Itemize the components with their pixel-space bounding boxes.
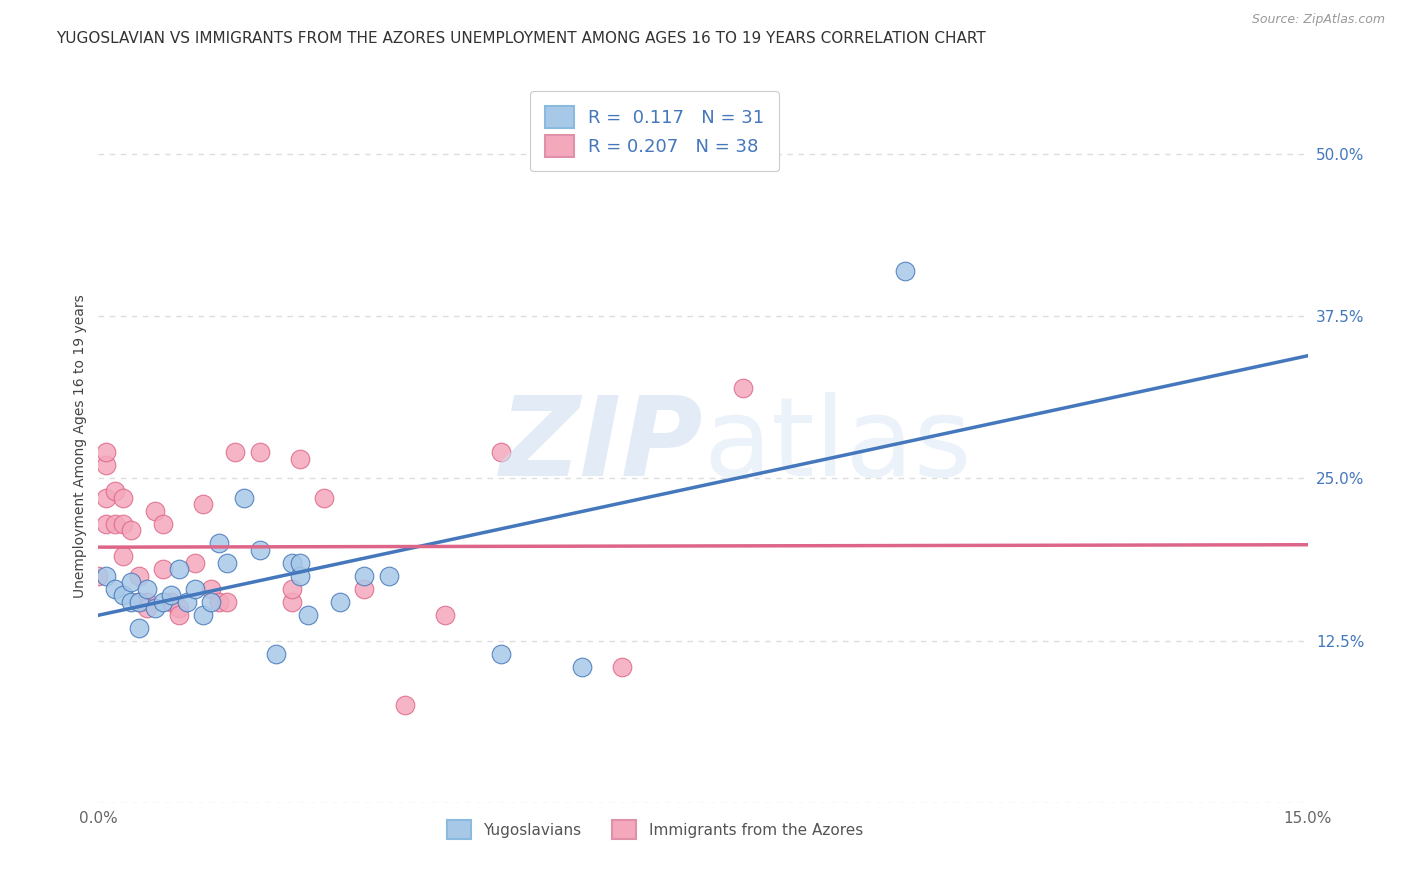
Text: atlas: atlas xyxy=(703,392,972,500)
Point xyxy=(612,659,634,673)
Point xyxy=(103,582,125,596)
Point xyxy=(135,595,157,609)
Point xyxy=(394,698,416,713)
Point xyxy=(377,568,399,582)
Point xyxy=(128,595,150,609)
Point xyxy=(111,549,134,564)
Point xyxy=(120,524,142,538)
Point xyxy=(314,491,336,505)
Point xyxy=(111,588,134,602)
Point xyxy=(249,445,271,459)
Point xyxy=(128,568,150,582)
Point xyxy=(353,568,375,582)
Point xyxy=(152,595,174,609)
Text: ZIP: ZIP xyxy=(499,392,703,500)
Point xyxy=(160,595,183,609)
Point xyxy=(96,445,118,459)
Y-axis label: Unemployment Among Ages 16 to 19 years: Unemployment Among Ages 16 to 19 years xyxy=(73,294,87,598)
Point xyxy=(288,556,311,570)
Point xyxy=(200,582,222,596)
Point xyxy=(103,484,125,499)
Point xyxy=(288,452,311,467)
Point xyxy=(281,556,304,570)
Point xyxy=(120,595,142,609)
Point xyxy=(193,607,215,622)
Point xyxy=(96,458,118,473)
Point xyxy=(87,568,110,582)
Point xyxy=(135,601,157,615)
Point xyxy=(491,647,513,661)
Point xyxy=(893,264,915,278)
Point xyxy=(281,582,304,596)
Point xyxy=(184,582,207,596)
Point xyxy=(152,562,174,576)
Point xyxy=(160,588,183,602)
Point xyxy=(434,607,457,622)
Point xyxy=(193,497,215,511)
Point xyxy=(491,445,513,459)
Point xyxy=(224,445,246,459)
Point xyxy=(217,595,239,609)
Point xyxy=(733,381,755,395)
Text: Source: ZipAtlas.com: Source: ZipAtlas.com xyxy=(1251,13,1385,27)
Point xyxy=(232,491,254,505)
Point xyxy=(152,516,174,531)
Point xyxy=(208,595,231,609)
Point xyxy=(288,568,311,582)
Point xyxy=(111,516,134,531)
Point xyxy=(571,659,593,673)
Point xyxy=(208,536,231,550)
Point xyxy=(249,542,271,557)
Point xyxy=(217,556,239,570)
Point xyxy=(143,504,166,518)
Point xyxy=(111,491,134,505)
Point xyxy=(128,621,150,635)
Point xyxy=(96,568,118,582)
Point xyxy=(281,595,304,609)
Point xyxy=(167,562,190,576)
Text: YUGOSLAVIAN VS IMMIGRANTS FROM THE AZORES UNEMPLOYMENT AMONG AGES 16 TO 19 YEARS: YUGOSLAVIAN VS IMMIGRANTS FROM THE AZORE… xyxy=(56,31,986,46)
Point xyxy=(143,601,166,615)
Point xyxy=(167,607,190,622)
Point xyxy=(329,595,352,609)
Point xyxy=(297,607,319,622)
Point xyxy=(264,647,287,661)
Point xyxy=(96,491,118,505)
Point xyxy=(200,595,222,609)
Point xyxy=(176,595,198,609)
Point xyxy=(96,516,118,531)
Point xyxy=(184,556,207,570)
Point xyxy=(128,595,150,609)
Point xyxy=(135,582,157,596)
Point xyxy=(353,582,375,596)
Legend: Yugoslavians, Immigrants from the Azores: Yugoslavians, Immigrants from the Azores xyxy=(440,814,869,845)
Point xyxy=(120,575,142,590)
Point xyxy=(103,516,125,531)
Point xyxy=(167,601,190,615)
